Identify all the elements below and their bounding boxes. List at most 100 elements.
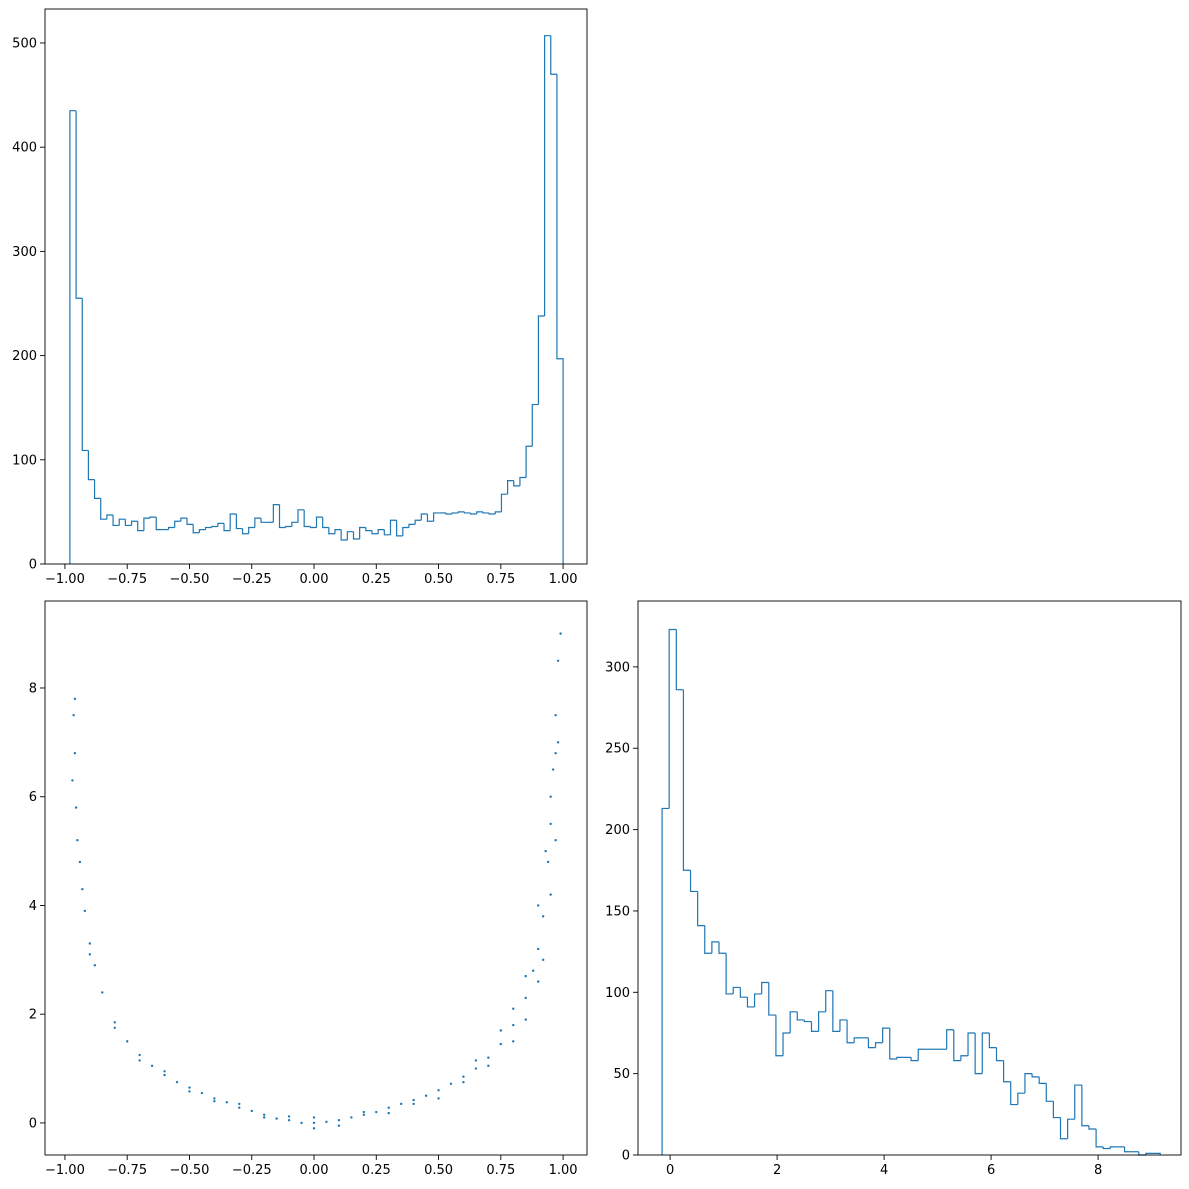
histogram-step [789, 1011, 798, 1033]
histogram-step [761, 981, 769, 994]
scatter-point [312, 1116, 316, 1119]
histogram-step [995, 1047, 1004, 1062]
histogram-step [272, 504, 280, 523]
histogram-step [846, 1019, 855, 1044]
histogram-step [818, 1011, 826, 1032]
histogram-step [1003, 1060, 1011, 1083]
histogram-step [278, 504, 286, 529]
histogram-step [137, 521, 144, 532]
scatter-point [512, 1007, 515, 1010]
histogram-step [402, 526, 409, 536]
histogram-step [204, 526, 212, 530]
histogram-step [389, 519, 397, 535]
scatter-point [188, 1090, 191, 1093]
y-tick-label: 300 [12, 245, 37, 260]
histogram-step [470, 512, 477, 515]
y-tick-label: 150 [605, 904, 630, 919]
histogram-step [414, 519, 422, 525]
scatter-point [88, 942, 92, 945]
scatter-point [101, 991, 104, 994]
histogram-step [420, 513, 428, 521]
histogram-step [1024, 1073, 1033, 1094]
histogram-step [556, 74, 564, 564]
scatter-point [78, 860, 82, 864]
scatter-point [73, 697, 77, 701]
histogram-step [130, 520, 138, 526]
histogram-step [143, 517, 151, 531]
histogram-step [322, 517, 329, 529]
scatter-point [412, 1098, 415, 1102]
histogram-step [365, 527, 372, 532]
histogram-step [953, 1029, 961, 1062]
scatter-point [175, 1080, 179, 1084]
scatter-point [93, 964, 97, 967]
x-tick-label: −0.75 [107, 572, 147, 587]
histogram-step [260, 518, 268, 523]
histogram-step [675, 629, 684, 691]
histogram-step [155, 517, 163, 531]
scatter-point [556, 741, 560, 744]
scatter-point [163, 1073, 166, 1077]
y-tick-label: 100 [12, 453, 37, 468]
x-tick-label: −0.50 [170, 1163, 210, 1178]
axes-frame [44, 600, 588, 1156]
histogram-step [285, 525, 292, 528]
y-tick-label: 500 [12, 36, 37, 51]
histogram-step [211, 525, 218, 528]
histogram-step [946, 1029, 954, 1050]
scatter-point [536, 904, 540, 907]
scatter-point [138, 1059, 141, 1062]
histogram-step [796, 1011, 805, 1021]
histogram-step [359, 526, 366, 539]
histogram-step [426, 513, 434, 522]
histogram-step [697, 891, 705, 927]
axes-frame [637, 600, 1182, 1156]
histogram-step [974, 1032, 983, 1075]
scatter-point [337, 1119, 341, 1122]
scatter-point [238, 1106, 241, 1109]
scatter-point [499, 1029, 503, 1032]
histogram-step [494, 511, 502, 514]
scatter-point [113, 1026, 116, 1029]
x-tick-label: 6 [987, 1163, 995, 1178]
x-tick-label: 0.75 [486, 572, 515, 587]
histogram-step [291, 521, 299, 527]
histogram-step [550, 35, 557, 75]
scatter-point [73, 752, 77, 755]
histogram-step [186, 518, 194, 526]
scatter-point [499, 1042, 503, 1046]
scatter-point [487, 1056, 490, 1059]
scatter-point [541, 915, 545, 918]
y-tick-label: 8 [29, 681, 37, 696]
scatter-point [275, 1117, 278, 1120]
y-tick-label: 200 [12, 349, 37, 364]
histogram-step [149, 516, 157, 519]
histogram-step [507, 480, 514, 495]
histogram-step [180, 517, 188, 522]
histogram-step [1031, 1073, 1040, 1078]
scatter-point [300, 1121, 303, 1125]
scatter-point [541, 958, 545, 962]
histogram-step [248, 526, 255, 534]
scatter-point [531, 969, 535, 972]
histogram-step [1123, 1146, 1132, 1153]
scatter-point [74, 806, 78, 809]
histogram-step [689, 870, 698, 893]
histogram-step [69, 110, 77, 564]
x-tick-label: 0.00 [300, 1163, 329, 1178]
axes-frame [44, 8, 588, 565]
histogram-step [408, 523, 416, 528]
histogram-step [810, 1021, 819, 1032]
scatter-point [238, 1102, 241, 1106]
histogram-step [451, 512, 459, 514]
y-tick-label: 0 [622, 1149, 630, 1164]
scatter-point [163, 1070, 166, 1073]
histogram-step [118, 518, 126, 526]
scatter-point [474, 1059, 478, 1062]
histogram-step [1017, 1092, 1025, 1105]
y-tick-label: 0 [29, 558, 37, 573]
y-tick-label: 6 [29, 790, 37, 805]
scatter-point [549, 795, 552, 798]
x-tick-label: 0.75 [486, 1163, 515, 1178]
histogram-step [725, 953, 734, 995]
